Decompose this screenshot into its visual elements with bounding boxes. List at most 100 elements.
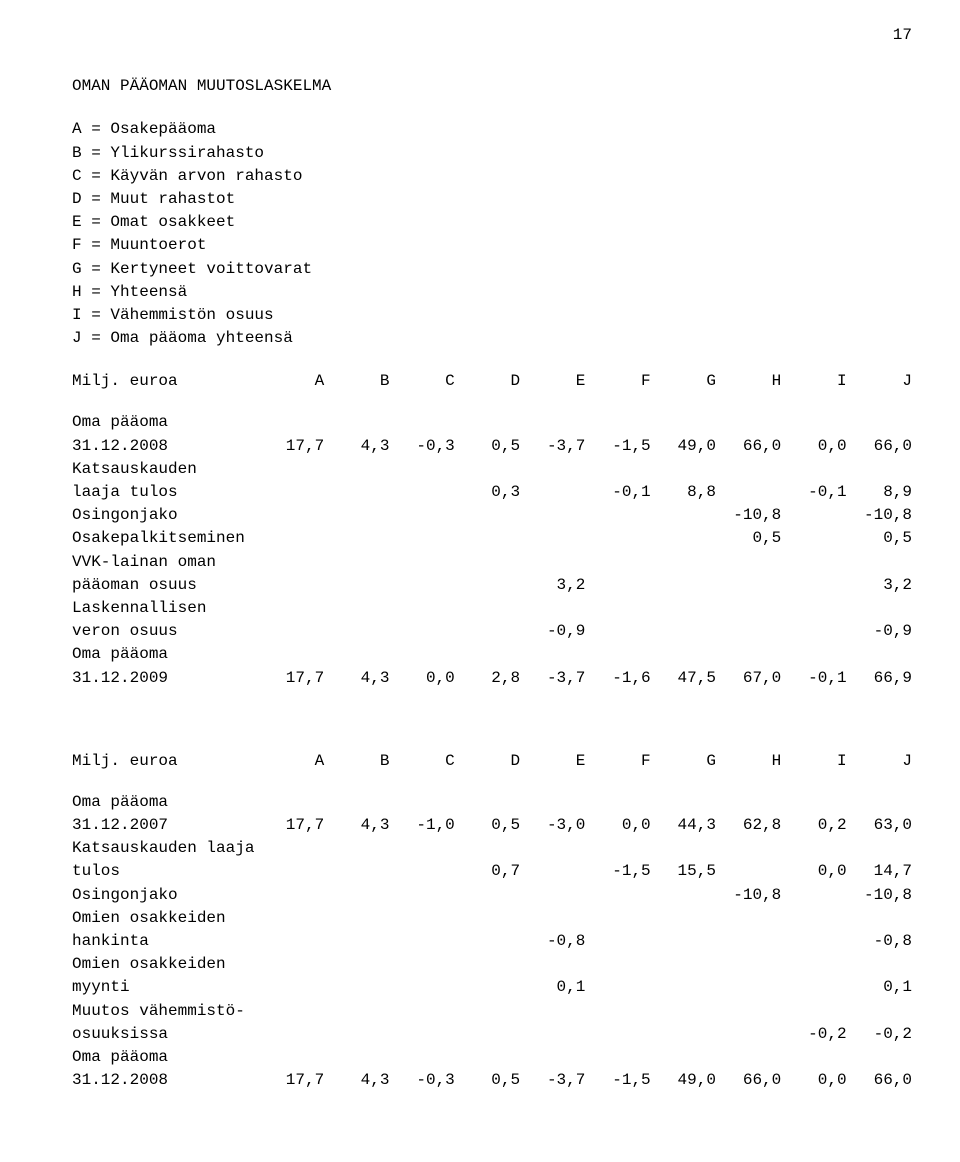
cell [324, 527, 389, 550]
cell [716, 620, 781, 643]
cell [651, 620, 716, 643]
cell [324, 884, 389, 907]
cell [847, 411, 912, 434]
cell [781, 907, 846, 930]
cell [324, 1000, 389, 1023]
cell [651, 458, 716, 481]
cell [389, 643, 454, 666]
cell: 4,3 [324, 814, 389, 837]
cell [259, 837, 324, 860]
cell [716, 860, 781, 883]
cell [520, 884, 585, 907]
legend-line: I = Vähemmistön osuus [72, 304, 912, 327]
cell [389, 930, 454, 953]
cell [716, 458, 781, 481]
cell [520, 1000, 585, 1023]
col-header: C [389, 750, 454, 773]
cell [259, 907, 324, 930]
cell: 0,1 [847, 976, 912, 999]
cell [259, 574, 324, 597]
row-label: laaja tulos [72, 481, 259, 504]
cell [781, 976, 846, 999]
cell [781, 791, 846, 814]
cell [455, 597, 520, 620]
row-label: Oma pääoma [72, 791, 259, 814]
col-header: B [324, 370, 389, 393]
cell: -0,1 [781, 481, 846, 504]
row-label: hankinta [72, 930, 259, 953]
cell [585, 504, 650, 527]
cell [716, 597, 781, 620]
cell: -0,1 [781, 667, 846, 690]
cell [520, 791, 585, 814]
cell [455, 551, 520, 574]
cell [259, 953, 324, 976]
table-row: tulos0,7-1,515,50,014,7 [72, 860, 912, 883]
table-1: Milj. euroa A B C D E F G H I J Oma pääo… [72, 370, 912, 689]
cell [324, 643, 389, 666]
cell [389, 574, 454, 597]
cell [259, 620, 324, 643]
cell [324, 620, 389, 643]
cell [389, 481, 454, 504]
table-2: Milj. euroa A B C D E F G H I J Oma pääo… [72, 750, 912, 1093]
cell [651, 1046, 716, 1069]
table-row: 31.12.200717,74,3-1,00,5-3,00,044,362,80… [72, 814, 912, 837]
table-row: Omien osakkeiden [72, 907, 912, 930]
table-row: Osakepalkitseminen0,50,5 [72, 527, 912, 550]
cell: 63,0 [847, 814, 912, 837]
cell: 3,2 [847, 574, 912, 597]
cell [847, 597, 912, 620]
table-row: hankinta-0,8-0,8 [72, 930, 912, 953]
cell: -1,5 [585, 1069, 650, 1092]
table-row: laaja tulos0,3-0,18,8-0,18,9 [72, 481, 912, 504]
col-header: H [716, 750, 781, 773]
cell [389, 620, 454, 643]
cell [389, 791, 454, 814]
cell [455, 907, 520, 930]
cell: -0,1 [585, 481, 650, 504]
cell [324, 458, 389, 481]
cell: -1,5 [585, 435, 650, 458]
cell: 49,0 [651, 1069, 716, 1092]
cell: 66,0 [847, 1069, 912, 1092]
table-row: 31.12.200917,74,30,02,8-3,7-1,647,567,0-… [72, 667, 912, 690]
cell [585, 791, 650, 814]
table-row: VVK-lainan oman [72, 551, 912, 574]
cell [716, 907, 781, 930]
cell [389, 527, 454, 550]
cell [847, 458, 912, 481]
cell [847, 837, 912, 860]
cell [781, 884, 846, 907]
cell [520, 1046, 585, 1069]
cell [389, 597, 454, 620]
cell [716, 1023, 781, 1046]
cell [259, 976, 324, 999]
cell [585, 907, 650, 930]
col-header: A [259, 370, 324, 393]
cell [847, 1000, 912, 1023]
row-label: Omien osakkeiden [72, 953, 259, 976]
cell [389, 1023, 454, 1046]
table-row: 31.12.200817,74,3-0,30,5-3,7-1,549,066,0… [72, 435, 912, 458]
cell [585, 1023, 650, 1046]
cell [585, 976, 650, 999]
cell [455, 884, 520, 907]
cell [651, 411, 716, 434]
row-label: pääoman osuus [72, 574, 259, 597]
col-header: G [651, 750, 716, 773]
cell: 14,7 [847, 860, 912, 883]
cell [324, 860, 389, 883]
cell: -0,2 [847, 1023, 912, 1046]
cell [455, 1046, 520, 1069]
cell [455, 504, 520, 527]
table-row: Oma pääoma [72, 791, 912, 814]
cell: -0,9 [847, 620, 912, 643]
row-label: 31.12.2008 [72, 435, 259, 458]
col-header: D [455, 370, 520, 393]
cell [455, 643, 520, 666]
cell [324, 551, 389, 574]
cell [781, 574, 846, 597]
cell [324, 791, 389, 814]
cell: 17,7 [259, 435, 324, 458]
